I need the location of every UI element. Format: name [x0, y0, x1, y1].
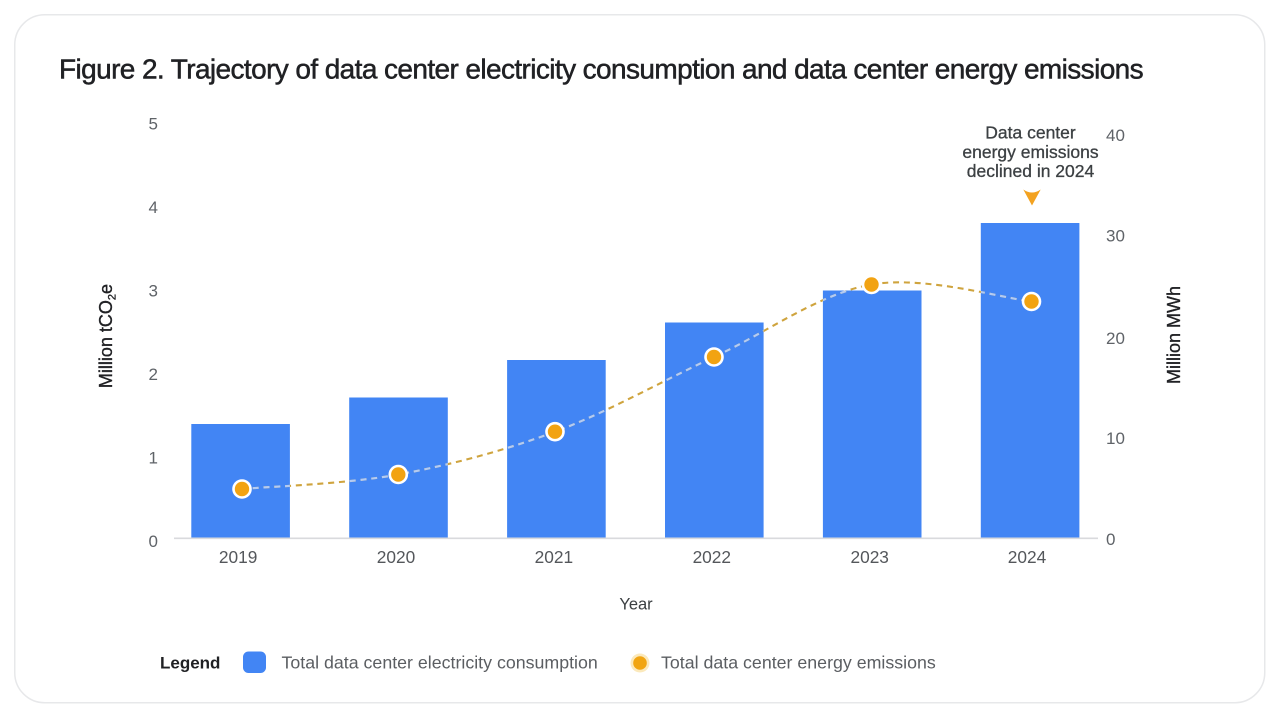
svg-text:energy emissions: energy emissions — [962, 142, 1098, 162]
svg-text:declined in 2024: declined in 2024 — [967, 161, 1095, 181]
svg-text:3: 3 — [149, 281, 158, 300]
svg-text:5: 5 — [149, 114, 158, 133]
svg-text:0: 0 — [149, 532, 158, 551]
svg-text:40: 40 — [1106, 126, 1125, 145]
svg-text:2023: 2023 — [850, 547, 888, 567]
svg-text:0: 0 — [1106, 530, 1115, 549]
svg-text:Total data center electricity: Total data center electricity consumptio… — [282, 653, 598, 673]
svg-text:Figure 2. Trajectory of data c: Figure 2. Trajectory of data center elec… — [59, 54, 1143, 85]
svg-text:20: 20 — [1106, 329, 1125, 348]
svg-text:Year: Year — [619, 596, 653, 614]
svg-text:1: 1 — [149, 448, 158, 467]
svg-text:2020: 2020 — [377, 547, 415, 567]
svg-text:2024: 2024 — [1008, 547, 1047, 567]
svg-text:Million MWh: Million MWh — [1164, 286, 1184, 384]
svg-text:10: 10 — [1106, 429, 1125, 448]
svg-text:Total data center energy emiss: Total data center energy emissions — [661, 653, 936, 673]
svg-text:Legend: Legend — [160, 653, 220, 672]
svg-text:2: 2 — [149, 365, 158, 384]
svg-text:Million tCO2e: Million tCO2e — [96, 284, 119, 388]
svg-text:2021: 2021 — [535, 547, 573, 567]
svg-text:Data center: Data center — [985, 122, 1076, 142]
svg-text:30: 30 — [1106, 227, 1125, 246]
svg-text:2019: 2019 — [219, 547, 257, 567]
svg-text:2022: 2022 — [693, 547, 731, 567]
svg-text:4: 4 — [149, 198, 158, 217]
